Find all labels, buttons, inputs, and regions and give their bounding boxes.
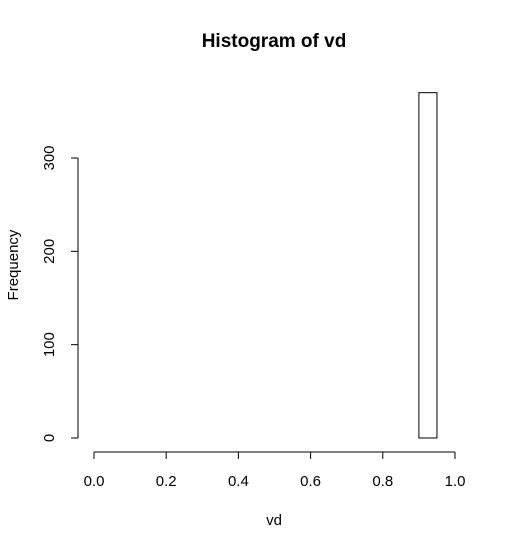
x-tick-label: 0.8 [372,473,393,490]
x-tick-label: 0.0 [84,473,105,490]
x-tick-label: 0.2 [156,473,177,490]
y-tick-label: 0 [41,434,58,442]
histogram-bars [418,92,438,439]
y-tick-label: 200 [41,239,58,264]
y-tick-label: 300 [41,145,58,170]
y-axis-label: Frequency [5,229,22,300]
chart-title: Histogram of vd [202,31,347,52]
x-axis-label: vd [266,512,282,529]
histogram-bar [418,92,438,439]
x-tick-label: 0.6 [300,473,321,490]
y-axis: 0 100 200 300 [41,145,79,442]
x-axis: 0.0 0.2 0.4 0.6 0.8 1.0 [84,451,466,490]
y-tick-label: 100 [41,332,58,357]
x-tick-label: 0.4 [228,473,249,490]
x-tick-label: 1.0 [445,473,466,490]
